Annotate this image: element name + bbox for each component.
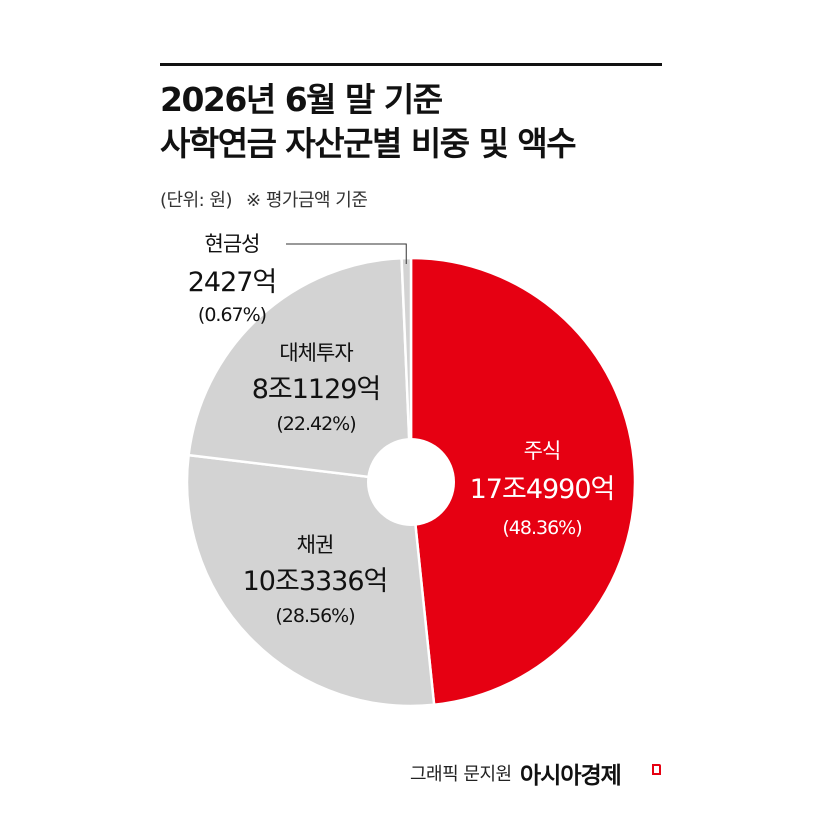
chart-subtitle: (단위: 원) ※ 평가금액 기준 [160,186,368,212]
brand-logo: 아시아경제 [520,763,622,789]
slice-3 [187,256,413,484]
slice-percent-2: (28.56%) [275,605,354,627]
slice-label-2: 채권 [297,533,334,557]
chart-title: 2026년 6월 말 기준 사학연금 자산군별 비중 및 액수 [160,78,577,166]
slice-percent-3: (22.42%) [276,413,355,435]
donut-hole [367,438,455,526]
graphic-credit: 그래픽 문지원 [410,764,512,785]
slice-percent-1: (48.36%) [502,517,581,539]
chart-title-line-2: 사학연금 자산군별 비중 및 액수 [160,124,577,163]
slice-label-3: 대체투자 [279,341,353,365]
slice-amount-3: 8조1129억 [252,374,381,405]
slice-label-1: 주식 [524,439,561,463]
slice-percent-4: (0.67%) [198,304,266,326]
slice-2 [185,453,436,708]
slice-amount-4: 2427억 [188,267,277,298]
top-rule [160,63,662,66]
brand-mark-icon [652,764,661,775]
slice-amount-1: 17조4990억 [470,474,615,505]
valuation-note: ※ 평가금액 기준 [246,190,368,211]
leader-line [286,243,407,265]
chart-title-line-1: 2026년 6월 말 기준 [160,80,443,119]
slice-label-4: 현금성 [205,232,260,256]
unit-note: (단위: 원) [160,190,233,211]
slice-1 [409,256,637,707]
slice-amount-2: 10조3336억 [243,566,388,597]
